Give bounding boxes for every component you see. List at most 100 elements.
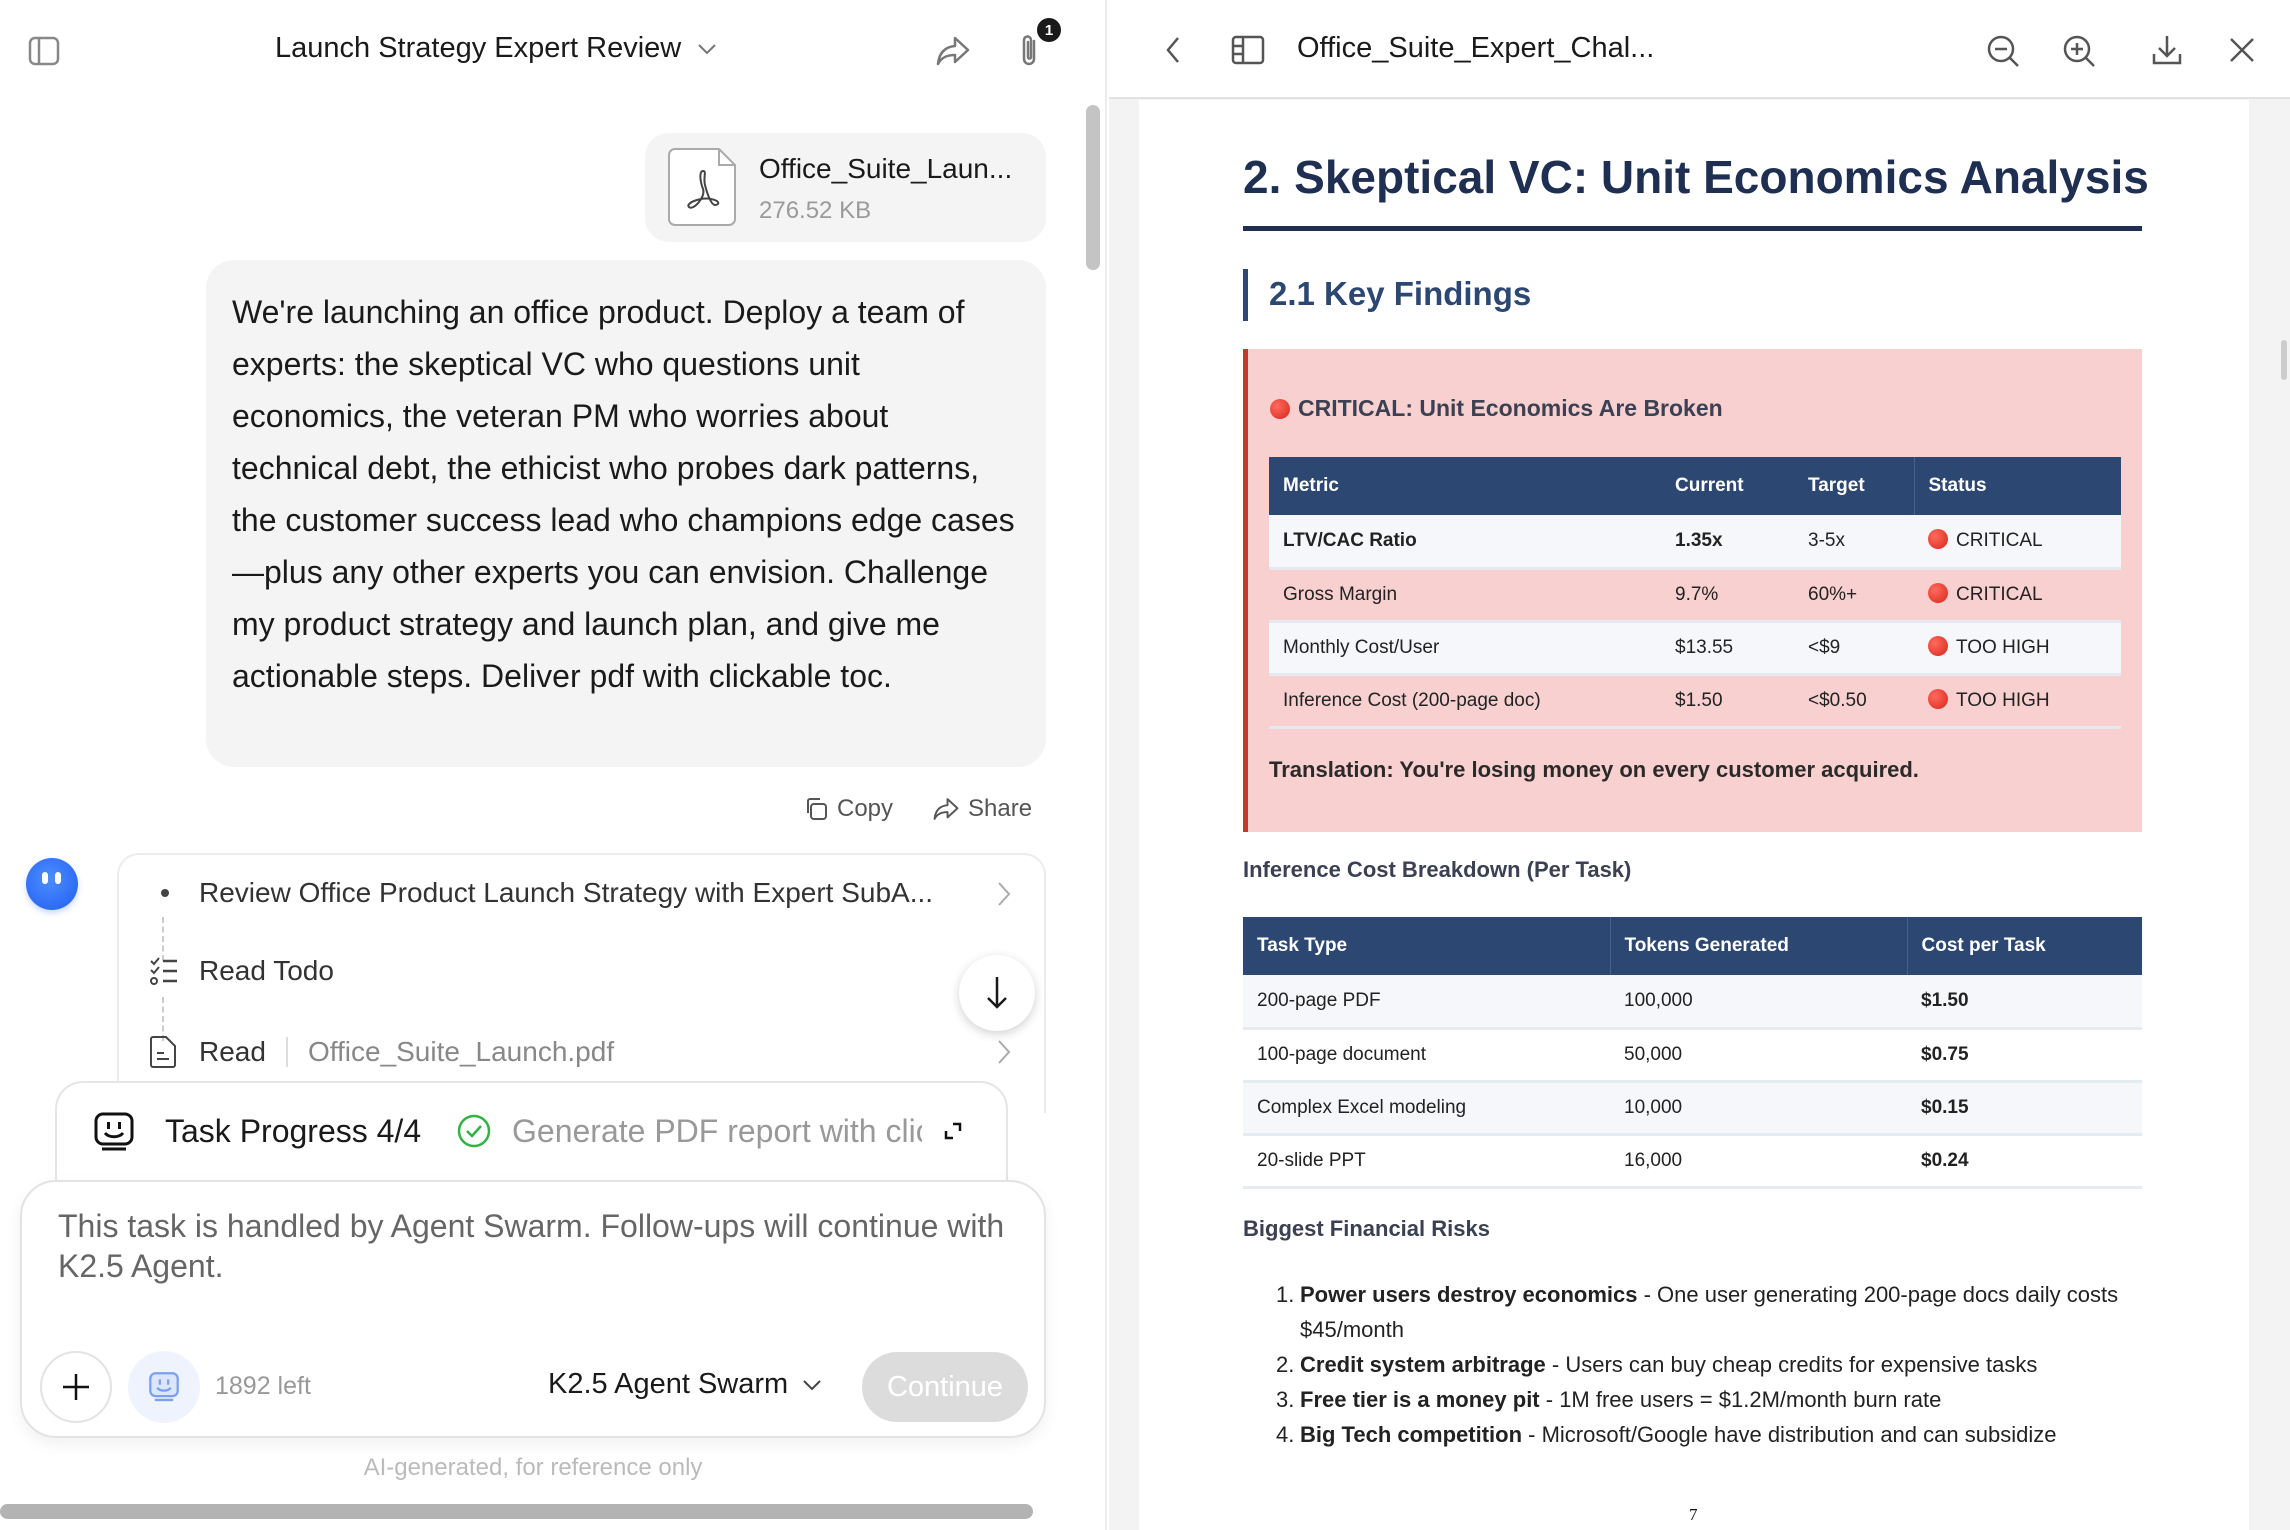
conversation-title-dropdown[interactable]: Launch Strategy Expert Review — [275, 32, 717, 65]
ai-disclaimer: AI-generated, for reference only — [363, 1454, 703, 1481]
list-item: 4. Big Tech competition - Microsoft/Googl… — [1276, 1422, 2057, 1447]
attachments-button[interactable]: 1 — [1016, 18, 1061, 70]
vertical-scrollbar[interactable] — [1086, 105, 1100, 270]
step-label: Review Office Product Launch Strategy wi… — [199, 877, 934, 908]
message-input-box[interactable]: This task is handled by Agent Swarm. Fol… — [20, 1180, 1046, 1438]
add-attachment-button[interactable] — [40, 1351, 112, 1423]
expand-icon[interactable] — [943, 1121, 963, 1141]
agent-swarm-toggle[interactable] — [128, 1351, 200, 1423]
attached-file-card[interactable]: Office_Suite_Laun... 276.52 KB — [645, 133, 1046, 242]
column-header: Status — [1913, 457, 2121, 515]
toc-panel-icon[interactable] — [1231, 35, 1265, 65]
scroll-to-bottom-button[interactable] — [959, 955, 1035, 1031]
table-row: 20-slide PPT 16,000 $0.24 — [1243, 1134, 2142, 1189]
download-icon[interactable] — [2151, 34, 2183, 66]
horizontal-scrollbar[interactable] — [0, 1504, 1033, 1519]
back-chevron-icon[interactable] — [1165, 36, 1181, 64]
remaining-count: 1892 left — [215, 1372, 311, 1400]
column-header: Current — [1661, 457, 1794, 515]
step-detail: Office_Suite_Launch.pdf — [307, 1036, 615, 1067]
agent-robot-icon — [94, 1112, 134, 1151]
model-label: K2.5 Agent Swarm — [548, 1368, 789, 1400]
list-item: 3. Free tier is a money pit - 1M free use… — [1276, 1387, 1942, 1412]
subsection-heading: 2.1 Key Findings — [1269, 275, 1532, 312]
table-row: Monthly Cost/User $13.55 <$9 TOO HIGH — [1269, 621, 2121, 676]
attachment-count-badge: 1 — [1037, 18, 1061, 42]
file-size: 276.52 KB — [759, 197, 872, 224]
copy-label: Copy — [837, 795, 894, 822]
continue-button[interactable]: Continue — [862, 1352, 1028, 1422]
step-review-strategy[interactable]: Review Office Product Launch Strategy wi… — [157, 877, 1037, 909]
table-row: Complex Excel modeling 10,000 $0.15 — [1243, 1081, 2142, 1136]
chevron-down-icon — [698, 43, 716, 54]
page-number: 7 — [1689, 1505, 1698, 1524]
conversation-title: Launch Strategy Expert Review — [275, 32, 682, 64]
red-circle-icon — [1928, 689, 1948, 709]
pdf-page: 2. Skeptical VC: Unit Economics Analysis… — [1139, 100, 2249, 1530]
task-progress-label: Task Progress 4/4 — [165, 1113, 422, 1149]
section-heading: 2. Skeptical VC: Unit Economics Analysis — [1243, 151, 2149, 203]
heading-underline — [1243, 226, 2142, 231]
input-notice: This task is handled by Agent Swarm. Fol… — [58, 1208, 1005, 1284]
breakdown-table: Task Type Tokens Generated Cost per Task 2… — [1243, 917, 2142, 1189]
translation-note: Translation: You're losing money on ever… — [1269, 757, 1919, 782]
red-circle-icon — [1928, 636, 1948, 656]
red-circle-icon — [1270, 399, 1290, 419]
copy-button[interactable]: Copy — [803, 795, 893, 823]
table-row: 100-page document 50,000 $0.75 — [1243, 1028, 2142, 1083]
pdf-scrollbar[interactable] — [2281, 340, 2287, 380]
pdf-viewer-pane: Office_Suite_Expert_Chal... 2. Skeptical… — [1109, 0, 2290, 1530]
task-progress-card[interactable]: Task Progress 4/4 Generate PDF report wi… — [55, 1081, 1008, 1191]
copy-icon — [807, 798, 827, 820]
paperclip-icon — [1022, 35, 1036, 66]
file-name: Office_Suite_Laun... — [759, 153, 1013, 184]
table-row: LTV/CAC Ratio 1.35x 3-5x CRITICAL — [1269, 515, 2121, 570]
zoom-out-icon[interactable] — [1986, 34, 2020, 68]
share-icon[interactable] — [935, 34, 971, 68]
table-row: Inference Cost (200-page doc) $1.50 <$0.50… — [1269, 674, 2121, 729]
red-circle-icon — [1928, 529, 1948, 550]
chat-pane: Launch Strategy Expert Review 1 Office_S… — [0, 0, 1107, 1530]
column-header: Target — [1794, 457, 1914, 515]
red-circle-icon — [1928, 583, 1948, 603]
step-read-todo[interactable]: Read Todo — [149, 955, 334, 987]
current-task: Generate PDF report with clic — [512, 1113, 922, 1149]
assistant-avatar — [26, 858, 78, 910]
plus-icon — [63, 1374, 89, 1400]
check-circle-icon — [457, 1114, 491, 1148]
chevron-right-icon — [998, 882, 1011, 906]
model-selector[interactable]: K2.5 Agent Swarm — [548, 1368, 822, 1401]
breakdown-title: Inference Cost Breakdown (Per Task) — [1243, 857, 1632, 882]
table-row: 200-page PDF 100,000 $1.50 — [1243, 975, 2142, 1030]
user-message: We're launching an office product. Deplo… — [206, 260, 1046, 767]
agent-steps-card: Review Office Product Launch Strategy wi… — [117, 853, 1046, 1113]
close-icon[interactable] — [2229, 37, 2255, 63]
table-row: Gross Margin 9.7% 60%+ CRITICAL — [1269, 568, 2121, 623]
checklist-icon — [150, 957, 177, 985]
zoom-in-icon[interactable] — [2062, 34, 2096, 68]
document-icon — [150, 1036, 176, 1068]
risks-list: 1. Power users destroy economics - One us… — [1276, 1277, 2146, 1452]
pdf-viewer-header: Office_Suite_Expert_Chal... — [1109, 0, 2290, 99]
share-label: Share — [968, 795, 1033, 822]
agent-robot-icon — [149, 1372, 179, 1402]
bullet-icon — [161, 889, 169, 897]
step-label: Read Todo — [199, 955, 334, 986]
column-header: Tokens Generated — [1609, 917, 1907, 975]
metrics-table: Metric Current Target Status LTV/CAC Ratio 1… — [1269, 457, 2121, 729]
column-header: Cost per Task — [1906, 917, 2142, 975]
arrow-down-icon — [987, 977, 1007, 1009]
share-message-button[interactable]: Share — [932, 795, 1032, 823]
chevron-right-icon — [998, 1040, 1011, 1064]
column-header: Metric — [1269, 457, 1661, 515]
pdf-file-icon — [667, 147, 739, 227]
critical-title: CRITICAL: Unit Economics Are Broken — [1270, 395, 1723, 422]
share-icon — [933, 798, 959, 820]
chevron-down-icon — [803, 1379, 821, 1390]
column-header: Task Type — [1243, 917, 1610, 975]
pdf-title: Office_Suite_Expert_Chal... — [1297, 32, 1655, 64]
sidebar-toggle-icon[interactable] — [28, 36, 60, 66]
step-read-file[interactable]: Read Office_Suite_Launch.pdf — [149, 1035, 1029, 1069]
step-label: Read — [199, 1036, 266, 1067]
risks-title: Biggest Financial Risks — [1243, 1216, 1490, 1241]
